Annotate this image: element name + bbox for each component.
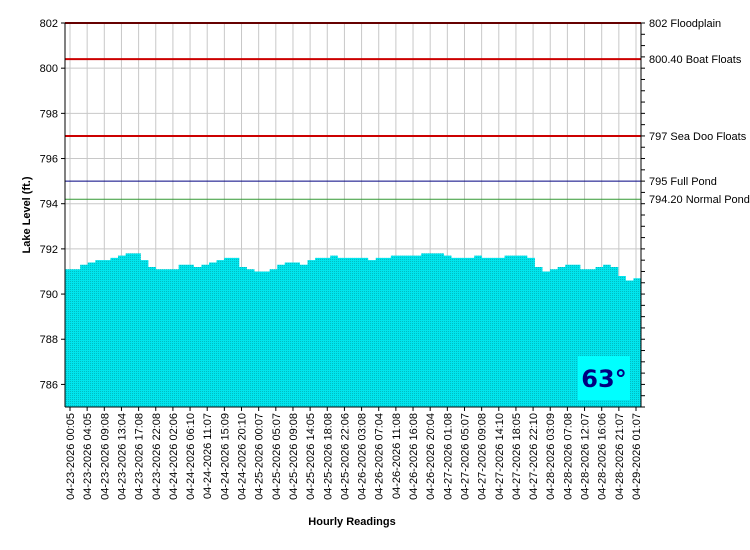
reference-line-label: 800.40 Boat Floats <box>649 54 742 66</box>
x-tick-label: 04-24-2026 11:07 <box>202 413 214 499</box>
data-area <box>65 23 641 407</box>
reference-line-label: 797 Sea Doo Floats <box>649 131 747 143</box>
y-tick-label: 792 <box>40 244 58 256</box>
y-axis-title: Lake Level (ft.) <box>21 176 33 253</box>
reference-line-label: 794.20 Normal Pond <box>649 194 750 206</box>
x-tick-label: 04-24-2026 02:06 <box>168 413 180 500</box>
area-outline <box>65 23 641 281</box>
x-tick-label: 04-23-2026 13:04 <box>117 413 129 500</box>
x-tick-label: 04-25-2026 09:08 <box>288 413 300 500</box>
x-tick-label: 04-23-2026 22:08 <box>151 413 163 500</box>
x-tick-label: 04-25-2026 14:05 <box>305 413 317 500</box>
y-tick-label: 796 <box>40 154 58 166</box>
reference-line-label: 802 Floodplain <box>649 18 721 30</box>
x-tick-label: 04-28-2026 03:09 <box>545 413 557 500</box>
x-tick-label: 04-27-2026 22:10 <box>528 413 540 500</box>
y-tick-labels: 786 788 790 792 794 796 798 800 802 <box>40 18 58 391</box>
x-tick-label: 04-27-2026 18:05 <box>511 413 523 500</box>
x-tick-label: 04-25-2026 18:08 <box>322 413 334 500</box>
x-tick-label: 04-28-2026 21:07 <box>614 413 626 500</box>
x-tick-label: 04-26-2026 16:08 <box>408 413 420 500</box>
level-area <box>65 253 641 407</box>
x-tick-label: 04-28-2026 12:07 <box>580 413 592 500</box>
x-tick-label: 04-28-2026 07:08 <box>562 413 574 500</box>
x-tick-label: 04-23-2026 09:08 <box>99 413 111 500</box>
y-tick-label: 786 <box>40 379 58 391</box>
x-tick-label: 04-23-2026 17:08 <box>134 413 146 500</box>
x-tick-label: 04-24-2026 15:09 <box>219 413 231 500</box>
x-tick-label: 04-26-2026 20:04 <box>425 413 437 500</box>
temperature-value: 63° <box>581 365 626 393</box>
x-tick-label: 04-27-2026 14:10 <box>494 413 506 500</box>
y-tick-label: 800 <box>40 63 58 75</box>
x-tick-label: 04-27-2026 01:08 <box>442 413 454 500</box>
x-tick-label: 04-24-2026 20:10 <box>237 413 249 500</box>
x-tick-label: 04-26-2026 07:04 <box>374 413 386 500</box>
x-axis-title: Hourly Readings <box>308 516 395 528</box>
x-tick-label: 04-28-2026 16:06 <box>597 413 609 500</box>
x-tick-label: 04-26-2026 03:08 <box>357 413 369 500</box>
x-tick-label: 04-23-2026 04:05 <box>82 413 94 500</box>
axes <box>61 22 645 411</box>
x-tick-label: 04-23-2026 00:05 <box>65 413 77 500</box>
x-tick-label: 04-25-2026 00:07 <box>254 413 266 500</box>
y-tick-label: 788 <box>40 334 58 346</box>
reference-line-label: 795 Full Pond <box>649 176 717 188</box>
x-tick-label: 04-27-2026 09:08 <box>477 413 489 500</box>
temperature-badge: 63° <box>578 356 630 400</box>
y-tick-label: 790 <box>40 289 58 301</box>
x-tick-label: 04-24-2026 06:10 <box>185 413 197 500</box>
temperature-badge-background <box>578 356 630 400</box>
x-tick-labels: 04-23-2026 00:05 04-23-2026 04:05 04-23-20… <box>65 413 643 500</box>
x-tick-label: 04-25-2026 22:06 <box>339 413 351 500</box>
y-tick-label: 798 <box>40 108 58 120</box>
x-tick-label: 04-27-2026 05:07 <box>460 413 472 500</box>
x-tick-label: 04-29-2026 01:07 <box>631 413 643 500</box>
x-tick-label: 04-26-2026 11:08 <box>391 413 403 499</box>
x-tick-label: 04-25-2026 05:07 <box>271 413 283 500</box>
y-tick-label: 802 <box>40 18 58 30</box>
y-tick-label: 794 <box>40 199 58 211</box>
